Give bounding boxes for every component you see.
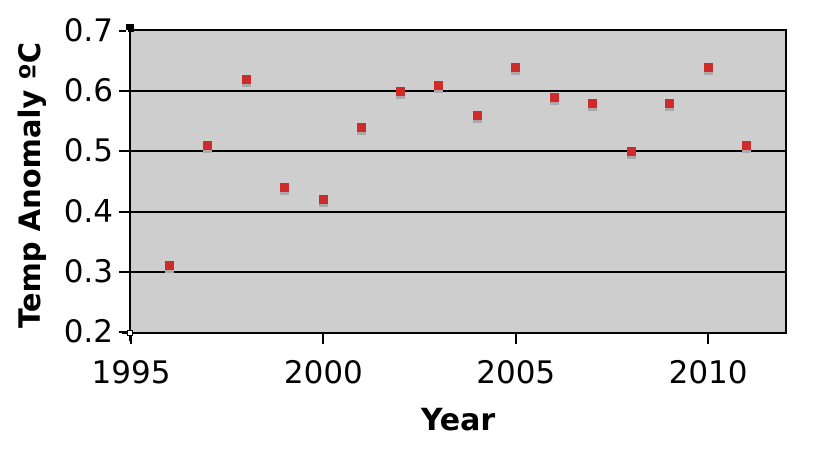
y-axis-tick [119, 270, 131, 273]
data-point-2007[interactable] [588, 98, 598, 108]
y-axis-tick [119, 210, 131, 213]
y-tick-label: 0.7 [63, 13, 113, 49]
data-point-1999[interactable] [280, 183, 290, 193]
x-axis-tick [514, 332, 517, 344]
y-tick-label: 0.5 [63, 133, 113, 170]
plot-area [129, 29, 787, 334]
x-tick-label: 2010 [668, 355, 748, 391]
y-tick-label: 0.6 [63, 73, 113, 110]
data-point-2006[interactable] [549, 92, 559, 102]
gridline [131, 210, 785, 213]
handle-dot [126, 30, 128, 32]
data-point-2002[interactable] [395, 86, 405, 96]
data-point-2003[interactable] [434, 80, 444, 90]
x-axis-title: Year [420, 403, 496, 438]
axis-selection-handle-top[interactable] [126, 24, 134, 32]
gridline [131, 150, 785, 153]
data-point-1997[interactable] [203, 140, 213, 150]
y-tick-label: 0.4 [63, 193, 113, 230]
y-tick-label: 0.3 [63, 253, 113, 290]
data-point-2010[interactable] [703, 62, 713, 72]
x-tick-label: 2005 [476, 355, 556, 391]
gridline [131, 270, 785, 273]
y-tick-label: 0.2 [63, 314, 113, 350]
y-axis-title: Temp Anomaly ºC [13, 41, 47, 329]
x-axis-tick [130, 332, 132, 344]
data-point-2011[interactable] [742, 140, 752, 150]
x-axis-tick [707, 332, 710, 344]
y-axis-tick [119, 30, 131, 32]
x-tick-label: 1995 [91, 355, 171, 391]
data-point-2004[interactable] [472, 110, 482, 120]
y-axis-tick [119, 150, 131, 153]
data-point-2008[interactable] [626, 146, 636, 156]
y-axis-tick [119, 90, 131, 93]
data-point-2009[interactable] [665, 98, 675, 108]
data-point-1996[interactable] [164, 261, 174, 271]
x-axis-tick [322, 332, 325, 344]
gridline [131, 90, 785, 93]
x-tick-label: 2000 [283, 355, 363, 391]
axis-selection-crosshair-center [127, 330, 133, 336]
data-point-1998[interactable] [241, 74, 251, 84]
data-point-2000[interactable] [318, 195, 328, 205]
data-point-2001[interactable] [357, 122, 367, 132]
data-point-2005[interactable] [511, 62, 521, 72]
